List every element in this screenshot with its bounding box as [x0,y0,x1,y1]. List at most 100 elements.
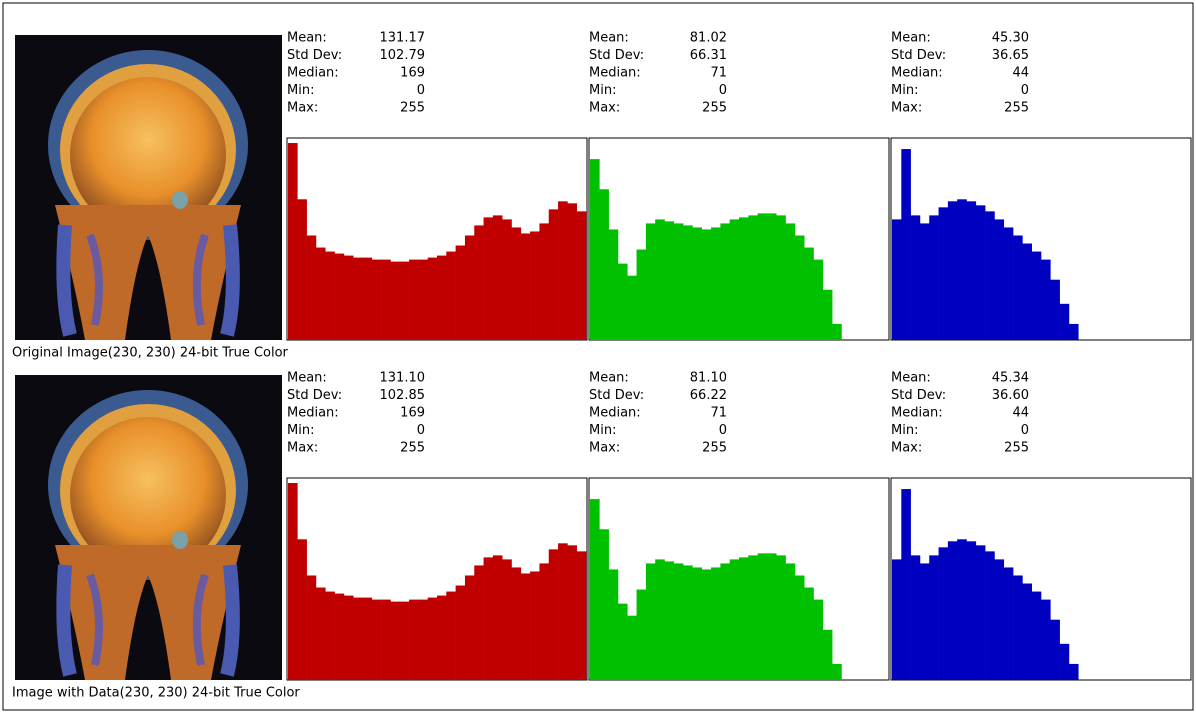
histogram-bar [381,600,391,680]
histogram-bar [804,248,814,340]
histogram-bar [767,553,777,680]
histogram-bar [795,575,805,680]
histogram-bar [711,227,721,340]
histogram-bar [558,201,568,340]
histogram-bar [609,229,619,340]
histogram-bar [665,561,675,680]
stat-value: 169 [400,406,425,421]
histogram-bar [795,235,805,340]
stat-value: 169 [400,66,425,81]
stat-value: 255 [702,441,727,456]
histogram-bar [939,547,949,680]
histogram-bar [814,600,824,680]
histogram-bar [665,221,675,340]
image-caption: Image with Data(230, 230) 24-bit True Co… [12,686,300,701]
histogram-bar [316,588,326,680]
stat-value: 0 [1021,83,1029,98]
stat-value: 71 [710,406,727,421]
histogram-bar [521,573,531,680]
histogram-bar [985,551,995,680]
histogram-bar [1004,567,1014,680]
histogram-bar [748,215,758,340]
histogram-bar [577,551,587,680]
histogram-bar [720,223,730,340]
histogram-bar [1022,244,1032,340]
stat-label: Mean: [589,371,629,386]
histogram-bar [920,223,930,340]
histogram-bar [474,565,484,680]
histogram-bar [1060,644,1070,680]
histogram-bar [948,201,958,340]
histogram-bar [484,557,494,680]
histogram-bar [446,592,456,680]
stat-value: 81.10 [690,371,727,386]
histogram-bar [646,223,656,340]
stat-label: Median: [891,66,943,81]
histogram-bar [758,553,768,680]
histogram-bar [939,207,949,340]
stat-value: 255 [1004,441,1029,456]
histogram-bar [1050,620,1060,680]
histogram-bar [288,143,298,340]
histogram-bar [929,555,939,680]
stat-value: 81.02 [690,31,727,46]
histogram-bar [493,555,503,680]
stat-value: 36.65 [992,48,1029,63]
stat-label: Std Dev: [589,388,644,403]
histogram-bar [530,231,540,340]
histogram-bar [372,600,382,680]
stat-value: 0 [417,83,425,98]
stat-label: Mean: [287,371,327,386]
histogram-bar [599,189,609,340]
histogram-bar [344,256,354,340]
histogram-bar [929,215,939,340]
histogram-bar [776,555,786,680]
stat-value: 36.60 [992,388,1029,403]
histogram-bar [549,209,559,340]
stat-label: Max: [891,101,922,116]
histogram-bar [911,215,921,340]
histogram-bar [674,563,684,680]
stat-value: 44 [1012,406,1029,421]
stat-label: Min: [589,83,616,98]
histogram-bar [832,324,842,340]
histogram-bar [325,592,335,680]
image-thumbnail [15,375,282,680]
histogram-bar [335,254,345,340]
histogram-bar [967,201,977,340]
histogram-bar [767,213,777,340]
histogram-bar [804,588,814,680]
window: Original Image(230, 230) 24-bit True Col… [0,0,1196,713]
histogram-bar [297,199,307,340]
histogram-bar [512,567,522,680]
histogram-bar [957,199,967,340]
histogram-bar [711,567,721,680]
stat-label: Min: [891,83,918,98]
histogram-bar [549,549,559,680]
histogram-bar [994,559,1004,680]
histogram-bar [599,529,609,680]
stat-label: Mean: [891,31,931,46]
histogram-bar [655,219,665,340]
stat-value: 0 [719,423,727,438]
histogram-bar [786,223,796,340]
stat-label: Median: [589,406,641,421]
stat-label: Max: [287,441,318,456]
histogram-bar [400,602,410,680]
stat-label: Std Dev: [287,48,342,63]
stat-label: Std Dev: [891,48,946,63]
stat-value: 255 [1004,101,1029,116]
histogram-bar [901,489,911,680]
stat-value: 131.10 [380,371,426,386]
stat-label: Mean: [589,31,629,46]
histogram-bar [674,223,684,340]
stat-value: 66.22 [690,388,727,403]
histogram-bar [363,258,373,340]
histogram-bar [1004,227,1014,340]
histogram-bar [539,223,549,340]
histogram-bar [288,483,298,680]
stat-label: Mean: [891,371,931,386]
histogram-bar [976,205,986,340]
stat-value: 255 [702,101,727,116]
stat-value: 71 [710,66,727,81]
